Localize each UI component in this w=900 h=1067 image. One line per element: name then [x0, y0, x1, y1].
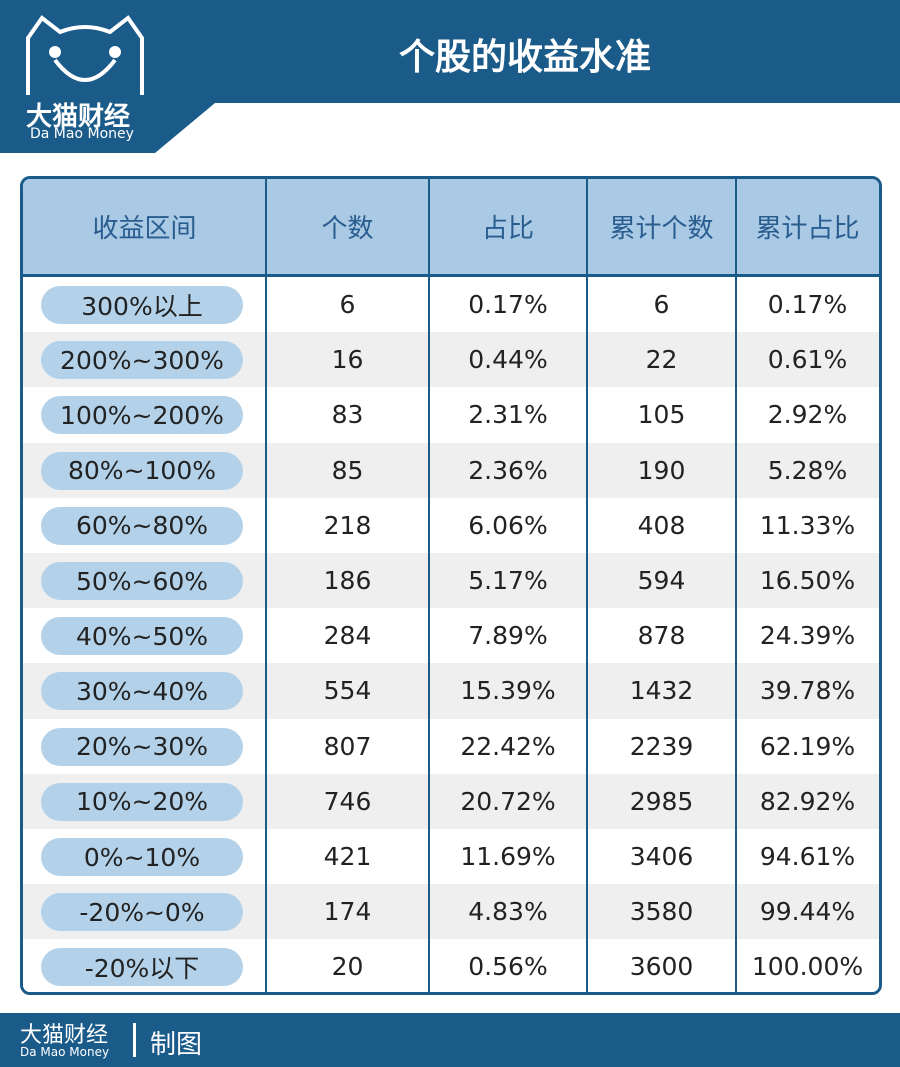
cell: 100.00%: [751, 952, 864, 982]
cell: 0.17%: [767, 290, 848, 320]
cell: 5.28%: [767, 455, 848, 485]
range-label: -20%~0%: [41, 893, 243, 932]
cell: 22: [645, 345, 678, 375]
cell: 15.39%: [460, 676, 556, 706]
cell: 2985: [629, 786, 694, 816]
cell: 746: [323, 786, 372, 816]
header-bg: [0, 0, 900, 153]
range-label: -20%以下: [41, 948, 243, 987]
cell: 82.92%: [759, 786, 856, 816]
cell: 83: [331, 400, 364, 430]
cell: 6: [339, 290, 356, 320]
cell: 554: [323, 676, 372, 706]
column-rule: [428, 179, 430, 992]
cell: 39.78%: [759, 676, 856, 706]
cell: 85: [331, 455, 364, 485]
cell: 421: [323, 842, 372, 872]
cell: 186: [323, 566, 372, 596]
range-label: 40%~50%: [41, 617, 243, 656]
column-header: 累计个数: [609, 214, 714, 244]
table: 收益区间 个数 占比 累计个数 累计占比 300%以上 6 0.17% 6 0.17% 200%~3…: [20, 176, 882, 995]
cell: 7.89%: [468, 621, 548, 651]
cell: 0.17%: [468, 290, 548, 320]
range-label: 200%~300%: [41, 341, 243, 380]
title: 个股的收益水准: [398, 37, 651, 78]
footer-logo-en: Da Mao Money: [20, 1045, 110, 1059]
cell: 284: [323, 621, 372, 651]
column-header: 占比: [481, 214, 534, 244]
cell: 3406: [629, 842, 694, 872]
logo-cn: 大猫财经: [26, 102, 131, 132]
column-header: 收益区间: [92, 214, 197, 244]
cell: 1432: [629, 676, 694, 706]
range-label: 300%以上: [41, 286, 243, 324]
cell: 174: [323, 897, 372, 927]
cell: 16: [331, 345, 364, 375]
cell: 3580: [629, 897, 694, 927]
header-rule: [23, 274, 879, 277]
cell: 105: [637, 400, 686, 430]
cell: 3600: [629, 952, 694, 982]
cell: 20.72%: [460, 786, 556, 816]
cell: 0.61%: [767, 345, 848, 375]
range-label: 0%~10%: [41, 838, 243, 876]
cell: 218: [323, 510, 372, 540]
column-rule: [586, 179, 588, 992]
cell: 2.36%: [468, 455, 548, 485]
cell: 878: [637, 621, 686, 651]
logo-en: Da Mao Money: [30, 126, 134, 142]
cell: 11.69%: [460, 842, 556, 872]
cell: 5.17%: [468, 566, 548, 596]
cell: 20: [331, 952, 364, 982]
cell: 6: [653, 290, 670, 320]
column-header: 累计占比: [755, 214, 860, 244]
range-label: 60%~80%: [41, 506, 243, 545]
cell: 2.31%: [468, 400, 548, 430]
cell: 594: [637, 566, 686, 596]
cell: 4.83%: [468, 897, 548, 927]
column-rule: [735, 179, 737, 992]
range-label: 20%~30%: [41, 727, 243, 766]
cell: 22.42%: [460, 731, 556, 761]
cell: 190: [637, 455, 686, 485]
cell: 0.56%: [468, 952, 548, 982]
cell: 408: [637, 510, 686, 540]
cell: 807: [323, 731, 372, 761]
cell: 2.92%: [767, 400, 848, 430]
column-rule: [265, 179, 267, 992]
cell: 62.19%: [759, 731, 856, 761]
cell: 11.33%: [759, 510, 856, 540]
cat-logo: [26, 15, 144, 95]
column-header: 个数: [321, 214, 374, 244]
range-label: 10%~20%: [41, 782, 243, 821]
range-label: 50%~60%: [41, 562, 243, 600]
cell: 2239: [629, 731, 694, 761]
credit: 制图: [150, 1030, 203, 1060]
cell: 94.61%: [759, 842, 856, 872]
divider: [133, 1023, 136, 1057]
cell: 99.44%: [759, 897, 856, 927]
cell: 16.50%: [759, 566, 856, 596]
cell: 6.06%: [468, 510, 548, 540]
footer-logo-cn: 大猫财经: [20, 1023, 109, 1048]
footer-bg: 大猫财经 Da Mao Money 制图: [0, 1013, 900, 1067]
cell: 0.44%: [468, 345, 548, 375]
cell: 24.39%: [759, 621, 856, 651]
range-label: 30%~40%: [41, 672, 243, 711]
range-label: 100%~200%: [41, 396, 243, 435]
range-label: 80%~100%: [41, 451, 243, 490]
